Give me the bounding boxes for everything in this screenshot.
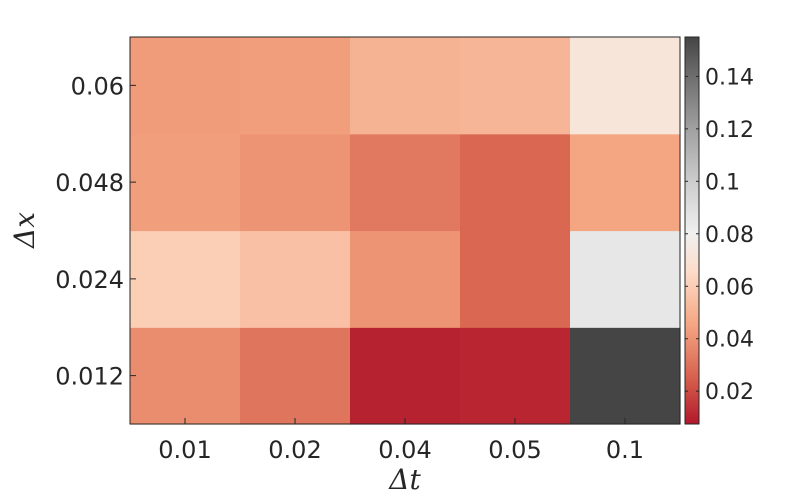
x-tick-label: 0.02 [268,436,321,464]
heatmap-cells [130,37,681,425]
heatmap-cell [350,327,461,425]
heatmap-cell [350,133,461,232]
y-tick-label: 0.012 [55,363,124,391]
heatmap-cell [570,37,681,135]
colorbar-tick-label: 0.14 [705,65,754,90]
heatmap-cell [570,230,681,328]
x-axis-label: Δt [388,463,421,496]
heatmap-cell [130,327,241,425]
heatmap-cell [460,133,571,232]
heatmap-cell [350,37,461,135]
heatmap-cell [350,230,461,328]
heatmap-cell [240,133,351,232]
x-tick-label: 0.1 [606,436,644,464]
colorbar-tick-label: 0.08 [705,223,754,248]
heatmap-cell [570,327,681,425]
y-tick-label: 0.048 [55,169,124,197]
x-tick-label: 0.05 [488,436,541,464]
x-tick-label: 0.01 [158,436,211,464]
heatmap-cell [240,37,351,135]
colorbar-tick-label: 0.06 [705,275,754,300]
colorbar-gradient [684,36,700,425]
heatmap-cell [240,327,351,425]
heatmap-cell [460,37,571,135]
y-axis-label: Δx [8,212,41,249]
colorbar-ticks: 0.02 0.04 0.06 0.08 0.1 0.12 0.14 [685,65,754,405]
heatmap-cell [240,230,351,328]
y-axis-ticks: 0.012 0.024 0.048 0.06 [55,72,136,391]
heatmap-cell [130,37,241,135]
colorbar-tick-label: 0.04 [705,328,754,353]
heatmap-cell [130,230,241,328]
colorbar: 0.02 0.04 0.06 0.08 0.1 0.12 0.14 [684,36,754,425]
colorbar-tick-label: 0.02 [705,380,754,405]
heatmap-cell [130,133,241,232]
heatmap-cell [460,230,571,328]
y-tick-label: 0.06 [71,72,124,100]
x-axis-ticks: 0.01 0.02 0.04 0.05 0.1 [158,418,644,464]
colorbar-tick-label: 0.1 [705,170,740,195]
x-tick-label: 0.04 [378,436,431,464]
heatmap-cell [570,133,681,232]
heatmap-cell [460,327,571,425]
y-tick-label: 0.024 [55,266,124,294]
colorbar-tick-label: 0.12 [705,118,754,143]
